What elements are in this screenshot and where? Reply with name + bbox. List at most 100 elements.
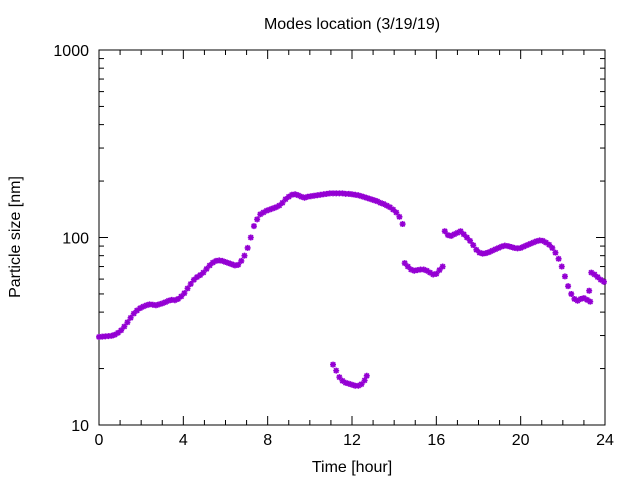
data-point: [417, 266, 424, 273]
data-point: [586, 287, 593, 294]
data-point: [597, 276, 604, 283]
data-point: [423, 267, 430, 274]
data-point: [345, 190, 352, 197]
data-point: [355, 382, 362, 389]
data-point: [427, 269, 434, 276]
data-point: [361, 194, 368, 201]
data-point: [162, 299, 169, 306]
data-point: [558, 263, 565, 270]
data-point: [118, 327, 125, 334]
data-point: [273, 204, 280, 211]
data-point: [377, 199, 384, 206]
data-point: [102, 333, 109, 340]
data-point: [149, 301, 156, 308]
data-point: [105, 333, 112, 340]
data-point: [539, 237, 546, 244]
data-point: [546, 241, 553, 248]
data-point: [454, 229, 461, 236]
data-point: [159, 300, 166, 307]
data-point: [352, 191, 359, 198]
data-point: [197, 272, 204, 279]
data-point: [565, 283, 572, 290]
x-tick-label: 0: [95, 432, 104, 449]
data-point: [279, 199, 286, 206]
data-point: [349, 191, 355, 198]
data-point: [367, 196, 374, 203]
data-point: [209, 259, 216, 266]
x-tick-labels: 0 4 8 12 16 20 24: [95, 432, 614, 449]
data-point: [588, 269, 595, 276]
data-point: [140, 303, 147, 310]
data-point: [555, 255, 562, 262]
data-point: [486, 249, 493, 256]
data-point: [411, 267, 418, 274]
data-point: [320, 191, 327, 198]
data-point: [444, 232, 451, 239]
data-point: [330, 190, 337, 197]
data-point: [404, 263, 411, 270]
data-point: [216, 257, 223, 264]
data-point: [390, 206, 397, 213]
data-point: [401, 260, 408, 267]
data-point: [292, 191, 299, 198]
data-point: [111, 331, 118, 338]
data-point: [495, 244, 502, 251]
y-axis-title: Particle size [nm]: [7, 176, 24, 298]
data-point: [187, 280, 194, 287]
data-point: [266, 206, 273, 213]
data-point: [439, 263, 446, 270]
data-point: [314, 192, 321, 199]
data-point: [358, 193, 365, 200]
x-tick-label: 12: [343, 432, 361, 449]
data-point: [561, 273, 568, 280]
data-point: [383, 202, 390, 209]
data-point: [374, 198, 381, 205]
data-point: [436, 267, 443, 274]
data-point: [250, 223, 257, 230]
data-point: [549, 244, 556, 251]
data-point: [433, 270, 440, 277]
data-point: [355, 192, 362, 199]
data-point: [336, 190, 343, 197]
data-point: [238, 257, 245, 264]
data-point: [591, 271, 598, 278]
data-point: [254, 216, 261, 223]
data-point: [285, 193, 292, 200]
data-point: [580, 295, 587, 302]
data-point: [527, 240, 534, 247]
data-point: [492, 246, 499, 253]
data-point: [130, 310, 137, 317]
data-point: [386, 204, 393, 211]
data-point: [339, 377, 346, 384]
data-point: [584, 296, 591, 303]
x-tick-label: 20: [512, 432, 530, 449]
data-point: [282, 196, 289, 203]
minor-ticks: [99, 50, 605, 425]
data-point: [399, 221, 406, 228]
data-point: [181, 290, 188, 297]
data-point: [326, 190, 333, 197]
data-point: [530, 239, 537, 246]
data-point: [482, 250, 489, 257]
data-point: [505, 243, 512, 250]
data-points: [96, 190, 607, 389]
data-point: [333, 190, 340, 197]
data-point: [552, 249, 559, 256]
data-point: [393, 209, 400, 216]
data-point: [219, 257, 226, 264]
data-point: [508, 243, 515, 250]
x-tick-label: 8: [263, 432, 272, 449]
data-point: [288, 191, 295, 198]
data-point: [342, 190, 349, 197]
data-point: [260, 209, 267, 216]
data-point: [114, 329, 121, 336]
data-point: [420, 266, 427, 273]
data-point: [156, 301, 163, 308]
y-tick-label: 10: [71, 418, 89, 435]
data-point: [263, 207, 270, 214]
data-point: [408, 266, 415, 273]
data-point: [463, 234, 470, 241]
data-point: [363, 372, 370, 379]
data-point: [317, 191, 324, 198]
data-point: [184, 285, 191, 292]
